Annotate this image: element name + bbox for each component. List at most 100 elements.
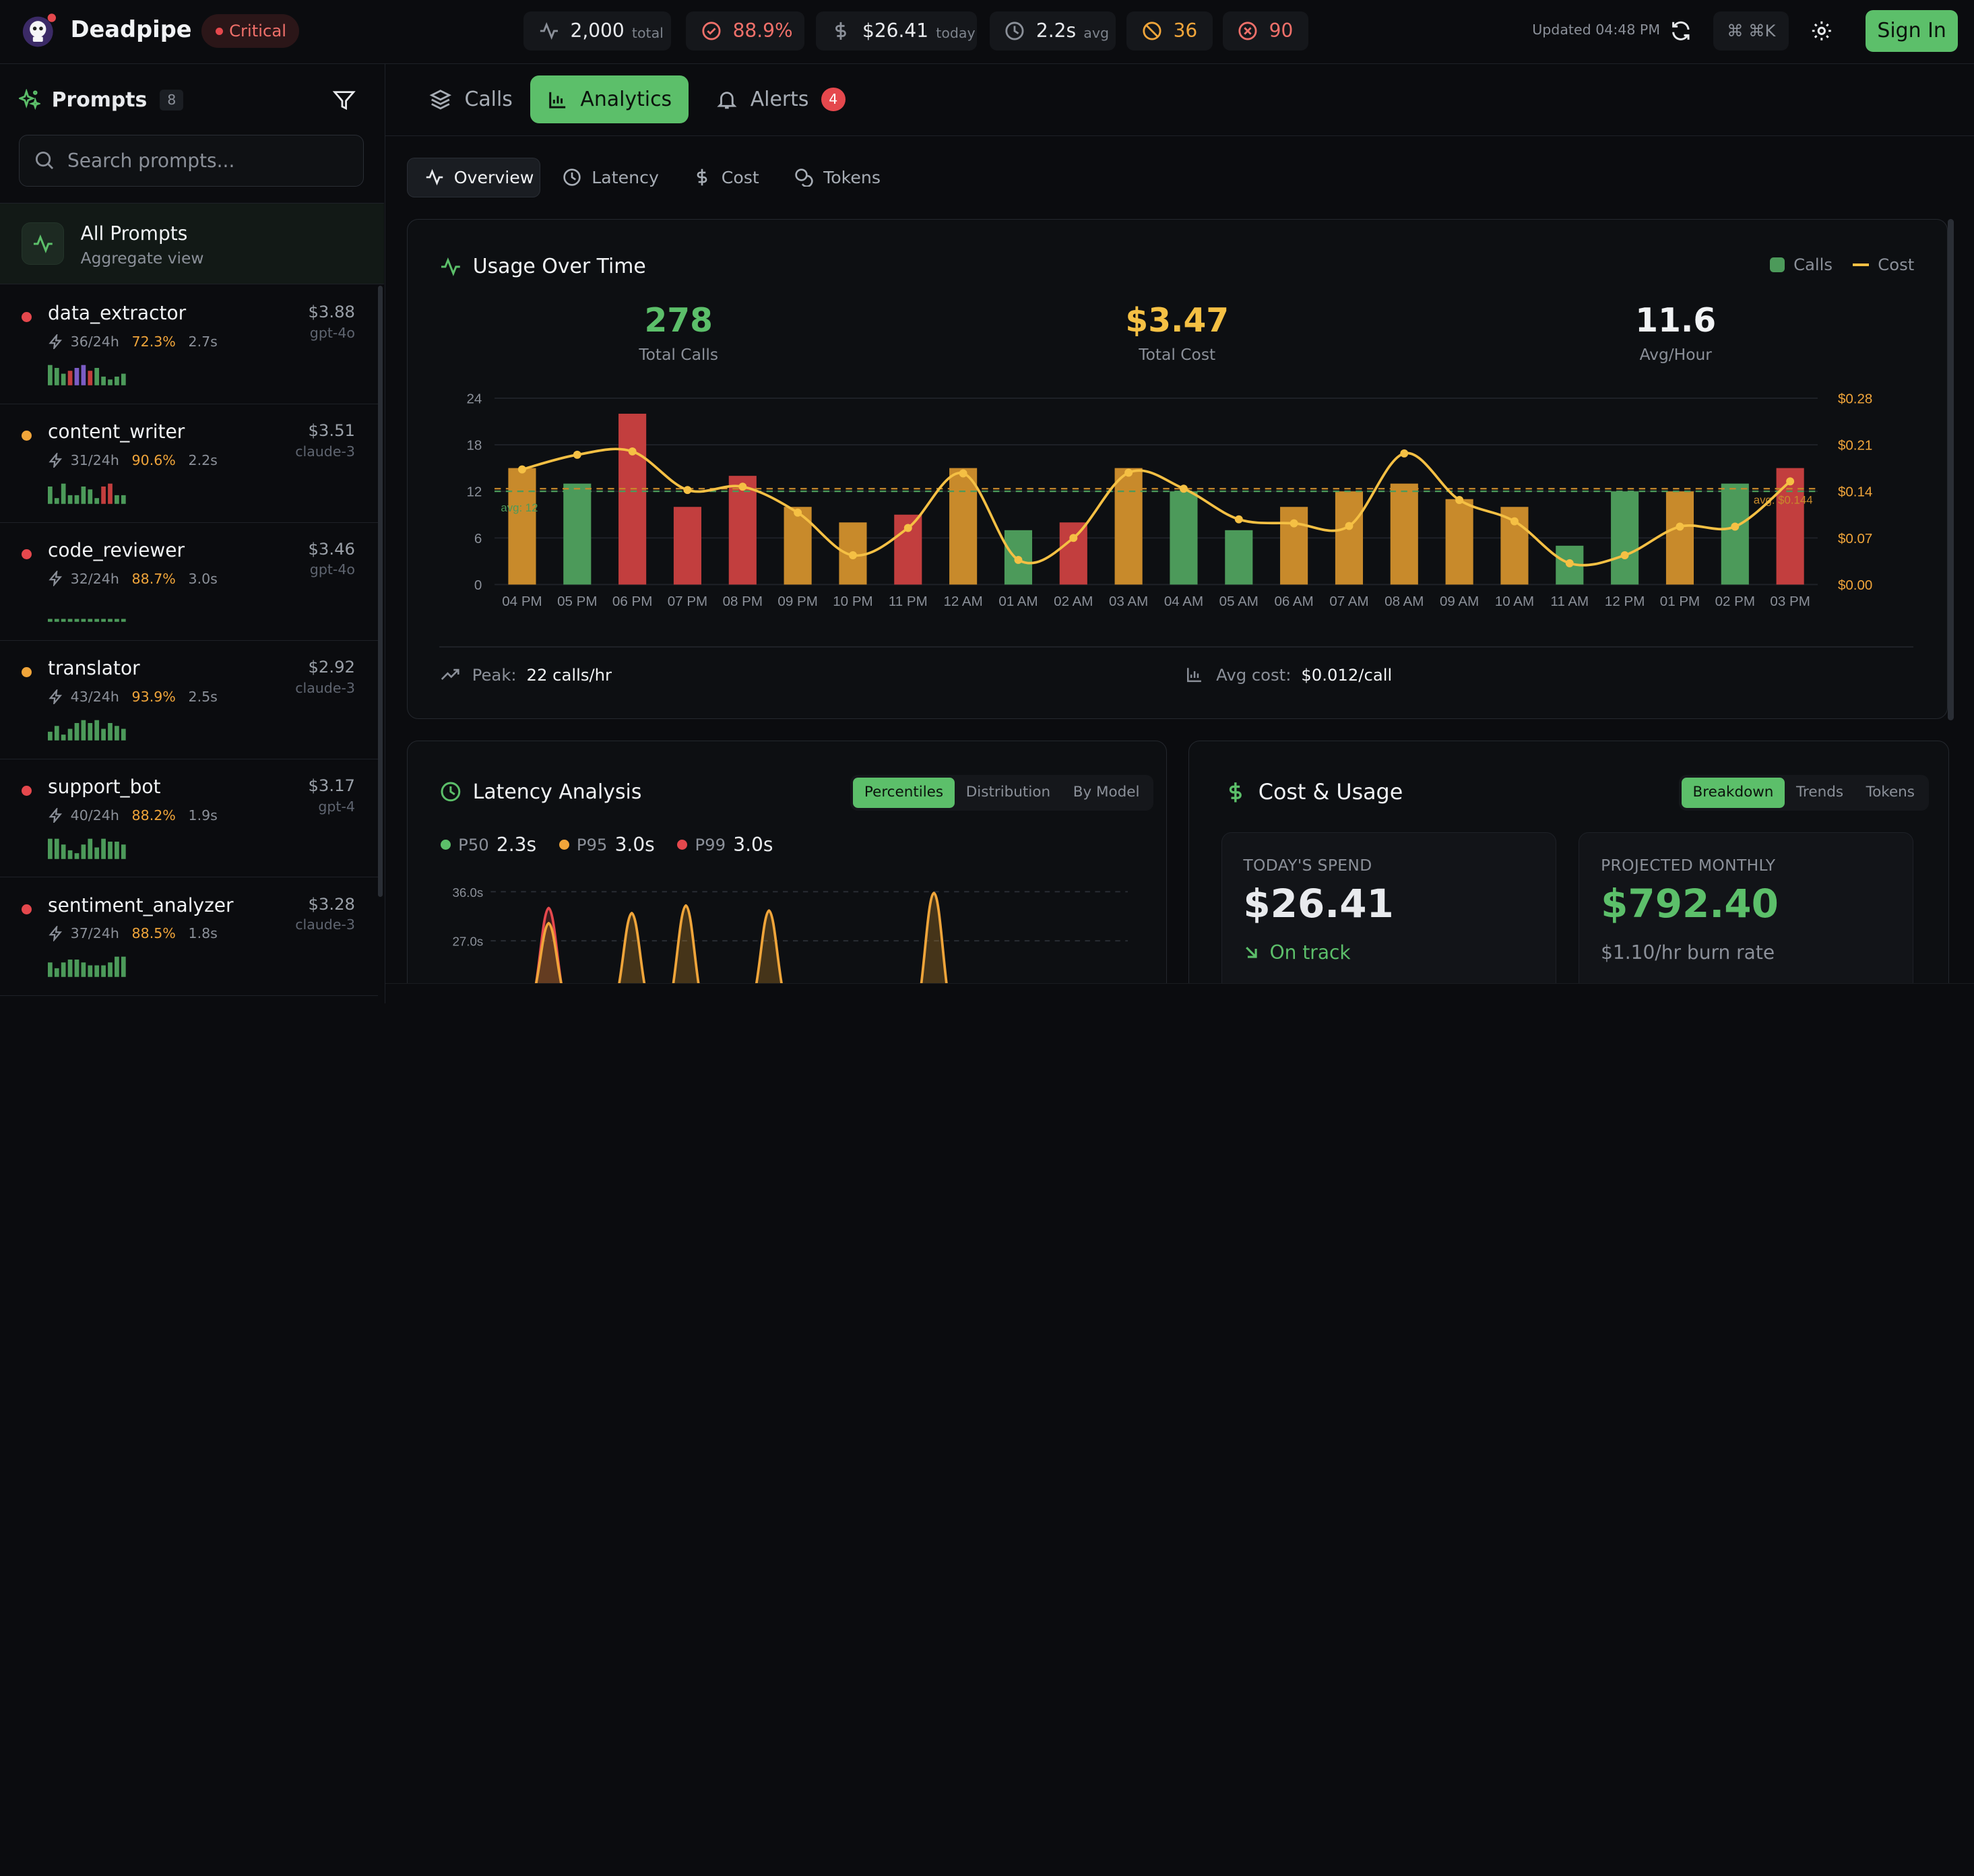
prompt-model: gpt-4o: [309, 561, 355, 578]
sparkline-bar: [88, 722, 93, 741]
sparkline-bar: [94, 720, 100, 741]
x-tick-label: 07 PM: [668, 594, 707, 609]
today-spend-status: On track: [1243, 941, 1351, 964]
seg-breakdown[interactable]: Breakdown: [1681, 777, 1785, 808]
sparkline-bar: [48, 619, 53, 623]
sidebar-scrollbar[interactable]: [377, 286, 383, 897]
cost-point: [1731, 522, 1740, 531]
clock-icon: [563, 168, 581, 187]
x-circle-icon: [1238, 21, 1258, 41]
sparkline-bar: [121, 373, 126, 385]
stat-success-rate[interactable]: 88.9%: [686, 11, 805, 51]
prompt-success-rate: 88.7%: [131, 570, 176, 587]
bar-calls: [1170, 491, 1198, 585]
status-badge[interactable]: Critical: [201, 13, 299, 48]
seg-by-model[interactable]: By Model: [1073, 783, 1140, 801]
x-tick-label: 09 PM: [778, 594, 818, 609]
cost-point: [1676, 522, 1684, 531]
prompt-item[interactable]: data_extractor $3.88 gpt-4o 36/24h 72.3% 2.7s: [0, 286, 378, 404]
sparkline-bar: [61, 962, 66, 978]
prompt-item[interactable]: sentiment_analyzer $3.28 claude-3 37/24h 88.…: [0, 877, 378, 997]
all-prompts-title: All Prompts: [80, 222, 188, 245]
prompt-item[interactable]: translator $2.92 claude-3 43/24h 93.9% 2.5s: [0, 641, 378, 759]
sparkline-bar: [88, 489, 93, 504]
latency-card: Latency Analysis Percentiles Distributio…: [406, 740, 1168, 1004]
tab-alerts[interactable]: Alerts 4: [699, 75, 863, 123]
seg-tokens[interactable]: Tokens: [1866, 783, 1915, 801]
lightning-icon: [48, 452, 63, 468]
prompt-cost: $3.51: [308, 420, 355, 441]
bar-calls: [1391, 483, 1419, 585]
command-palette-button[interactable]: ⌘ ⌘K: [1713, 11, 1789, 51]
filter-button[interactable]: [332, 88, 356, 118]
subtab-overview[interactable]: Overview: [406, 157, 540, 198]
cost-point: [1400, 449, 1409, 458]
seg-distribution[interactable]: Distribution: [965, 783, 1051, 801]
percentile-legend: P50 2.3s P95 3.0s P99 3.0s: [441, 834, 773, 856]
y-tick-label: 6: [474, 530, 482, 546]
status-dot: [21, 786, 32, 796]
sparkline-bar: [88, 965, 93, 978]
prompt-item[interactable]: support_bot $3.17 gpt-4 40/24h 88.2% 1.9s: [0, 759, 378, 878]
sparkline-bar: [108, 722, 113, 741]
kpi-total-cost: $3.47 Total Cost: [1051, 302, 1303, 363]
seg-trends[interactable]: Trends: [1796, 783, 1844, 801]
sparkline-bar: [67, 850, 73, 859]
p50-dot: [441, 840, 451, 850]
settings-button[interactable]: [1803, 11, 1841, 51]
cost-point: [1455, 495, 1464, 504]
main-scrollbar[interactable]: [1947, 219, 1954, 720]
y-tick-label: 0: [474, 577, 482, 593]
subtab-tokens[interactable]: Tokens: [777, 158, 898, 198]
subtab-latency[interactable]: Latency: [545, 158, 676, 198]
y-tick-label: 18: [467, 437, 482, 453]
subtab-cost[interactable]: Cost: [675, 158, 777, 198]
prompt-name: code_reviewer: [48, 538, 185, 561]
filter-icon: [332, 88, 356, 113]
p95-value: 3.0s: [614, 834, 655, 856]
updated-timestamp: Updated 04:48 PM: [1532, 21, 1661, 38]
sparkline-bar: [61, 734, 66, 741]
prompt-model: gpt-4: [318, 798, 355, 815]
stat-latency[interactable]: 2.2s avg: [989, 11, 1116, 51]
sparkline-bar: [48, 365, 53, 385]
prompt-item[interactable]: code_reviewer $3.46 gpt-4o 32/24h 88.7% 3.0s: [0, 523, 378, 642]
avg-cost-label: avg: $0.144: [1754, 493, 1813, 506]
sparkline-bar: [54, 838, 59, 859]
dollar-icon: [1224, 781, 1247, 804]
seg-percentiles[interactable]: Percentiles: [853, 777, 955, 808]
coins-icon: [794, 168, 813, 187]
dollar-icon: [831, 21, 851, 41]
stat-spend[interactable]: $26.41 today: [815, 11, 978, 51]
top-bar: Deadpipe Critical 2,000 total 88.9% $26.4…: [0, 0, 1974, 65]
prompt-calls: 31/24h: [70, 451, 119, 468]
cost-title-text: Cost & Usage: [1258, 780, 1403, 805]
sign-in-button[interactable]: Sign In: [1866, 9, 1958, 52]
prompt-count-badge: 8: [160, 89, 184, 111]
status-dot: [21, 312, 32, 323]
search-input[interactable]: [67, 148, 351, 173]
tab-calls[interactable]: Calls: [412, 75, 530, 123]
sparkline-bar: [108, 483, 113, 504]
sparkline-bar: [54, 968, 59, 978]
sparkline: [48, 365, 126, 385]
p95-spike: [755, 908, 784, 984]
sparkline-bar: [121, 844, 126, 859]
prompt-meta: 32/24h 88.7% 3.0s: [48, 571, 218, 587]
tab-analytics[interactable]: Analytics: [530, 75, 689, 124]
x-tick-label: 09 AM: [1440, 594, 1479, 609]
stat-blocked[interactable]: 36: [1126, 11, 1213, 51]
sparkline-bar: [74, 852, 79, 859]
lightning-icon: [48, 334, 63, 350]
bar-calls: [1721, 483, 1750, 585]
stat-errors[interactable]: 90: [1222, 11, 1308, 51]
stat-total-calls[interactable]: 2,000 total: [523, 11, 671, 51]
refresh-button[interactable]: [1662, 11, 1700, 51]
activity-icon: [21, 222, 65, 265]
activity-icon: [440, 256, 461, 278]
prompt-item[interactable]: content_writer $3.51 claude-3 31/24h 90.6% 2.…: [0, 404, 378, 523]
activity-icon: [425, 168, 444, 187]
all-prompts-item[interactable]: All Prompts Aggregate view: [0, 202, 384, 285]
trending-up-icon: [441, 665, 459, 684]
x-tick-label: 05 PM: [557, 594, 597, 609]
